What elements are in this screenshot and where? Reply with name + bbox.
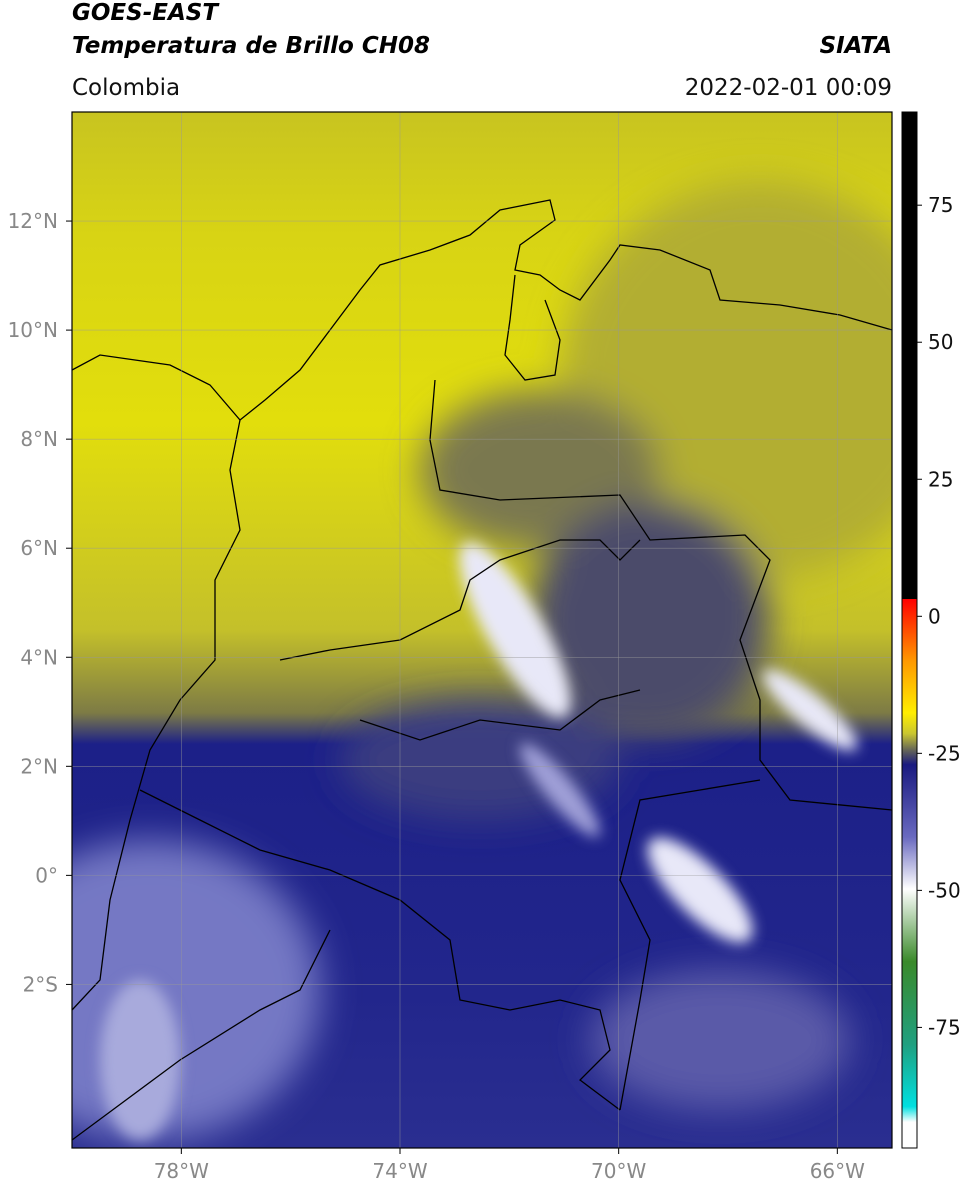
colorbar-tick-label: 0 — [928, 604, 941, 628]
title-product: Temperatura de Brillo CH08 — [72, 33, 430, 59]
y-tick-label: 0° — [35, 863, 58, 887]
datetime: 2022-02-01 00:09 — [685, 75, 892, 101]
map-frame — [71, 111, 893, 1149]
satellite-image — [72, 112, 892, 1148]
colorbar-tick-label: 75 — [928, 193, 953, 217]
x-tick-label: 78°W — [154, 1159, 209, 1183]
colorbar-tick-label: 50 — [928, 330, 953, 354]
y-tick-label: 12°N — [8, 209, 58, 233]
y-tick-label: 10°N — [8, 318, 58, 342]
source: SIATA — [820, 33, 892, 59]
region: Colombia — [72, 75, 180, 101]
x-tick-label: 74°W — [372, 1159, 427, 1183]
x-tick-label: 66°W — [810, 1159, 865, 1183]
x-tick-label: 70°W — [591, 1159, 646, 1183]
colorbar — [901, 111, 918, 1149]
y-tick-label: 4°N — [20, 645, 58, 669]
colorbar-tick-label: -25 — [928, 741, 961, 765]
title-satellite: GOES-EAST — [72, 0, 220, 26]
y-tick-label: 2°N — [20, 754, 58, 778]
y-tick-label: 8°N — [20, 427, 58, 451]
y-tick-label: 6°N — [20, 536, 58, 560]
colorbar-tick-label: -75 — [928, 1015, 961, 1039]
colorbar-tick-label: 25 — [928, 467, 953, 491]
y-tick-label: 2°S — [23, 972, 58, 996]
colorbar-tick-label: -50 — [928, 878, 961, 902]
